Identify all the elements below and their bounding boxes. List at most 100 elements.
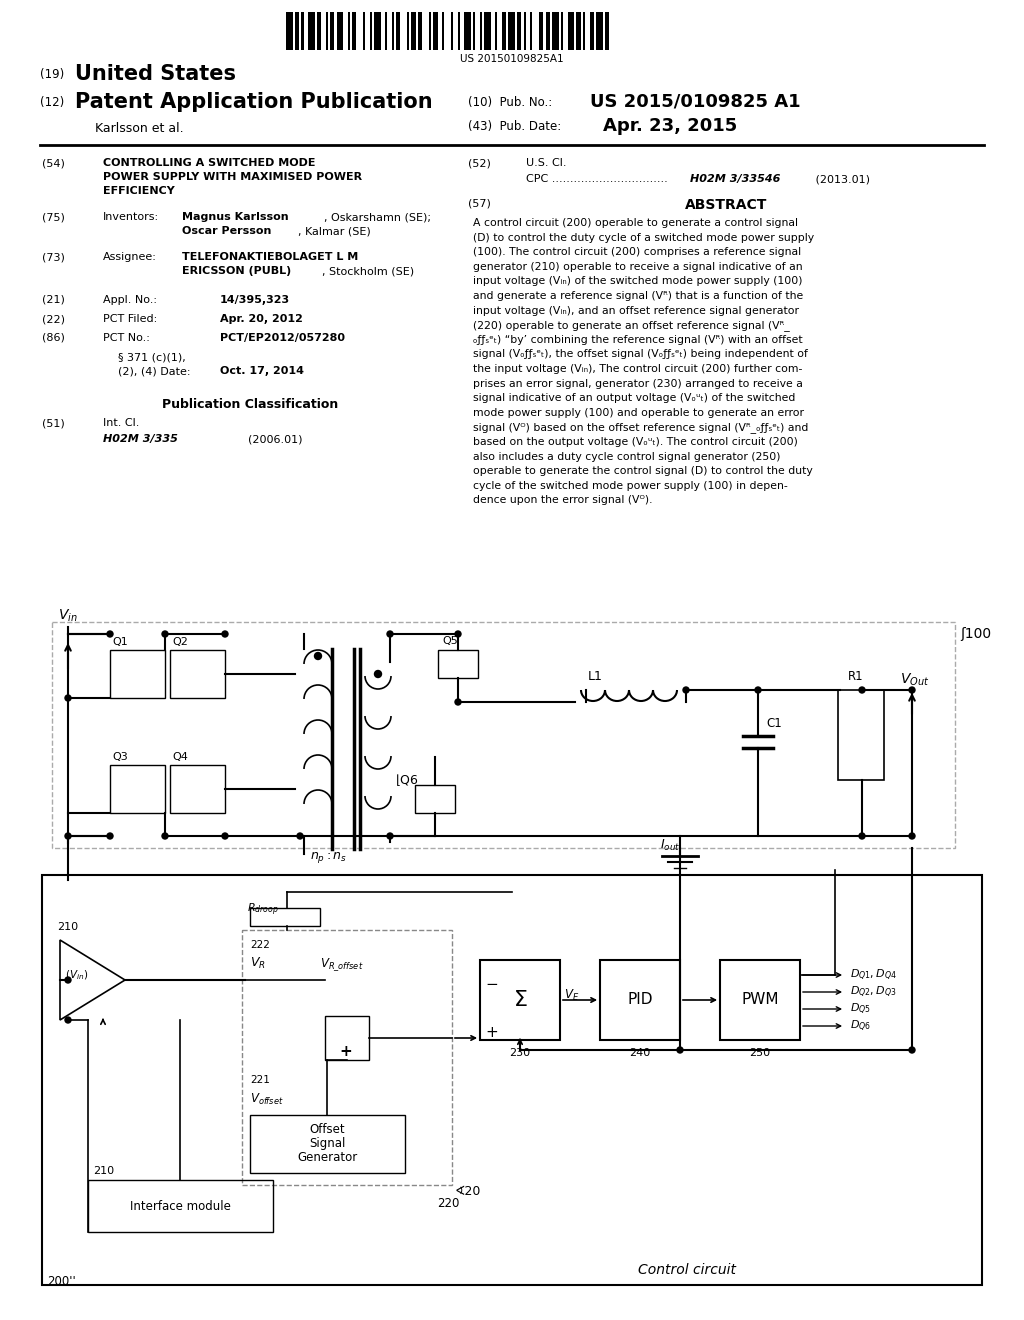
- Bar: [362, 12, 366, 50]
- Text: (10)  Pub. No.:: (10) Pub. No.:: [468, 96, 552, 110]
- Bar: [52, 622, 955, 847]
- Text: EFFICIENCY: EFFICIENCY: [103, 186, 175, 195]
- Text: the input voltage (Vᵢₙ), The control circuit (200) further com-: the input voltage (Vᵢₙ), The control cir…: [473, 364, 803, 374]
- Bar: [412, 12, 416, 50]
- Text: mode power supply (100) and operable to generate an error: mode power supply (100) and operable to …: [473, 408, 804, 418]
- Text: $+$: $+$: [485, 1026, 498, 1040]
- Text: based on the output voltage (Vₒᵘₜ). The control circuit (200): based on the output voltage (Vₒᵘₜ). The …: [473, 437, 798, 447]
- Bar: [418, 12, 422, 50]
- Bar: [316, 12, 322, 50]
- Text: $R_{droop}$: $R_{droop}$: [247, 902, 279, 919]
- Bar: [170, 649, 225, 698]
- Text: $-$: $-$: [485, 975, 498, 990]
- Text: Oscar Persson: Oscar Persson: [182, 226, 271, 236]
- Text: $\lfloor$Q6: $\lfloor$Q6: [395, 772, 419, 788]
- Bar: [583, 12, 585, 50]
- Circle shape: [859, 686, 865, 693]
- Text: $V_R$: $V_R$: [250, 956, 266, 972]
- Circle shape: [222, 631, 228, 638]
- Text: Publication Classification: Publication Classification: [162, 399, 338, 411]
- Bar: [720, 960, 800, 1040]
- Bar: [242, 931, 452, 1185]
- Text: Apr. 23, 2015: Apr. 23, 2015: [603, 117, 737, 135]
- Text: 200'': 200'': [47, 1275, 76, 1288]
- Bar: [352, 12, 356, 50]
- Text: (100). The control circuit (200) comprises a reference signal: (100). The control circuit (200) compris…: [473, 247, 801, 257]
- Text: R1: R1: [848, 671, 863, 682]
- Text: Q1: Q1: [112, 638, 128, 647]
- Bar: [546, 12, 550, 50]
- Text: 221: 221: [250, 1074, 270, 1085]
- Circle shape: [387, 833, 393, 840]
- Bar: [605, 12, 609, 50]
- Bar: [301, 12, 303, 50]
- Text: (86): (86): [42, 333, 65, 343]
- Text: US 2015/0109825 A1: US 2015/0109825 A1: [590, 92, 801, 111]
- Text: CONTROLLING A SWITCHED MODE: CONTROLLING A SWITCHED MODE: [103, 158, 315, 168]
- Text: (43)  Pub. Date:: (43) Pub. Date:: [468, 120, 561, 133]
- Text: (220) operable to generate an offset reference signal (Vᴿ_: (220) operable to generate an offset ref…: [473, 321, 790, 331]
- Bar: [502, 12, 506, 50]
- Bar: [479, 12, 482, 50]
- Text: Assignee:: Assignee:: [103, 252, 157, 261]
- Text: L1: L1: [588, 671, 603, 682]
- Circle shape: [755, 686, 761, 693]
- Text: H02M 3/335: H02M 3/335: [103, 434, 178, 444]
- Text: (75): (75): [42, 213, 65, 222]
- Text: Apr. 20, 2012: Apr. 20, 2012: [220, 314, 303, 323]
- Text: ʃ100: ʃ100: [961, 627, 991, 642]
- Circle shape: [65, 977, 71, 983]
- Text: ₒƒƒₛᵉₜ) “by’ combining the reference signal (Vᴿ) with an offset: ₒƒƒₛᵉₜ) “by’ combining the reference sig…: [473, 335, 803, 345]
- Text: Inventors:: Inventors:: [103, 213, 159, 222]
- Text: $\Sigma$: $\Sigma$: [513, 990, 527, 1010]
- Circle shape: [909, 1047, 915, 1053]
- Text: H02M 3/33546: H02M 3/33546: [690, 174, 780, 183]
- Text: 210: 210: [57, 921, 78, 932]
- Bar: [347, 12, 350, 50]
- Text: 14/395,323: 14/395,323: [220, 294, 290, 305]
- Circle shape: [683, 686, 689, 693]
- Text: (19): (19): [40, 69, 65, 81]
- Circle shape: [162, 631, 168, 638]
- Text: , Kalmar (SE): , Kalmar (SE): [298, 226, 371, 236]
- Text: Magnus Karlsson: Magnus Karlsson: [182, 213, 289, 222]
- Text: TELEFONAKTIEBOLAGET L M: TELEFONAKTIEBOLAGET L M: [182, 252, 358, 261]
- Circle shape: [106, 631, 113, 638]
- Text: also includes a duty cycle control signal generator (250): also includes a duty cycle control signa…: [473, 451, 780, 462]
- Text: A control circuit (200) operable to generate a control signal: A control circuit (200) operable to gene…: [473, 218, 798, 228]
- Text: (51): (51): [42, 418, 65, 428]
- Text: (21): (21): [42, 294, 65, 305]
- Bar: [530, 12, 532, 50]
- Text: prises an error signal, generator (230) arranged to receive a: prises an error signal, generator (230) …: [473, 379, 803, 388]
- Bar: [170, 766, 225, 813]
- Circle shape: [65, 833, 71, 840]
- Text: PCT/EP2012/057280: PCT/EP2012/057280: [220, 333, 345, 343]
- Bar: [567, 12, 574, 50]
- Bar: [391, 12, 394, 50]
- Text: United States: United States: [75, 63, 236, 84]
- Text: (2), (4) Date:: (2), (4) Date:: [118, 366, 190, 376]
- Bar: [590, 12, 594, 50]
- Text: US 20150109825A1: US 20150109825A1: [460, 54, 564, 63]
- Text: signal indicative of an output voltage (Vₒᵘₜ) of the switched: signal indicative of an output voltage (…: [473, 393, 796, 403]
- Text: $V_{offset}$: $V_{offset}$: [250, 1092, 284, 1107]
- Bar: [442, 12, 444, 50]
- Text: (2013.01): (2013.01): [812, 174, 870, 183]
- Text: Signal: Signal: [309, 1137, 345, 1150]
- Circle shape: [65, 696, 71, 701]
- Bar: [561, 12, 563, 50]
- Bar: [473, 12, 475, 50]
- Circle shape: [162, 833, 168, 840]
- Bar: [88, 1180, 273, 1232]
- Text: input voltage (Vᵢₙ), and an offset reference signal generator: input voltage (Vᵢₙ), and an offset refer…: [473, 306, 799, 315]
- Circle shape: [909, 833, 915, 840]
- Text: signal (Vᴼ) based on the offset reference signal (Vᴿ_ₒƒƒₛᵉₜ) and: signal (Vᴼ) based on the offset referenc…: [473, 422, 808, 433]
- Text: (57): (57): [468, 198, 490, 209]
- Text: PCT Filed:: PCT Filed:: [103, 314, 158, 323]
- Bar: [286, 12, 293, 50]
- Bar: [438, 649, 478, 678]
- Text: , Oskarshamn (SE);: , Oskarshamn (SE);: [324, 213, 431, 222]
- Text: (2006.01): (2006.01): [248, 434, 302, 444]
- Text: C1: C1: [766, 717, 781, 730]
- Bar: [250, 908, 319, 927]
